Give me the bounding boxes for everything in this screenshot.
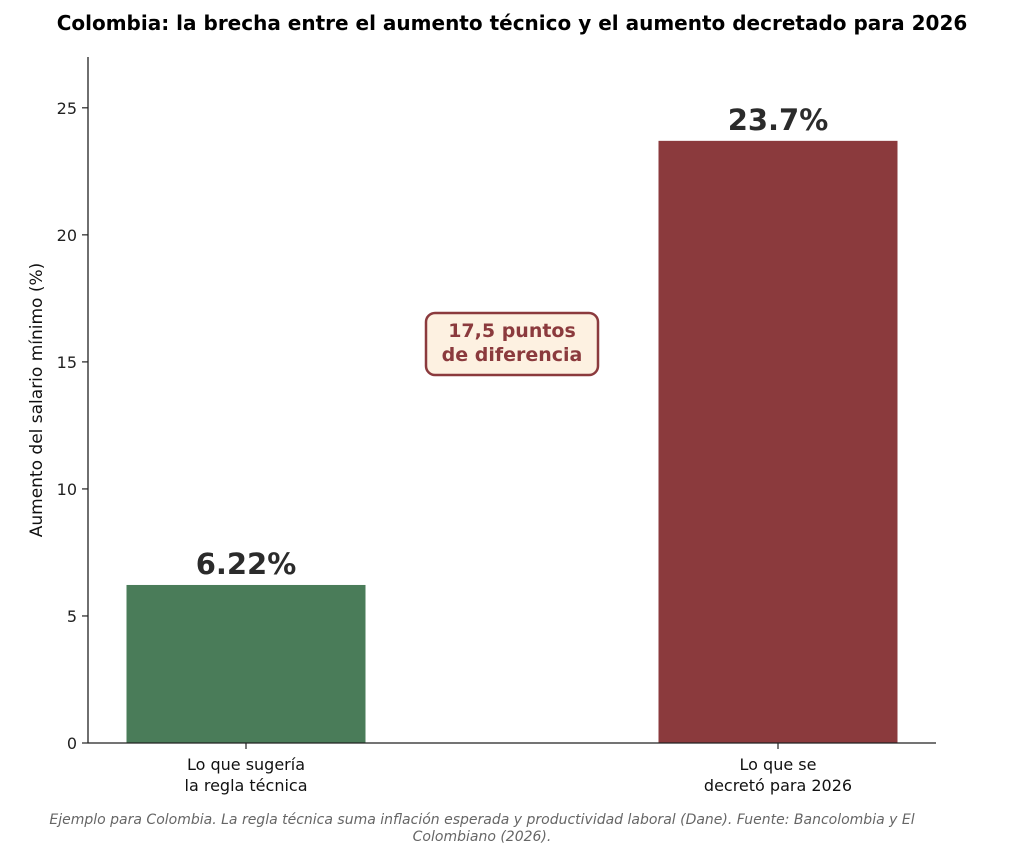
bar-value-label: 23.7% [728, 103, 829, 137]
y-axis-label: Aumento del salario mínimo (%) [27, 263, 47, 538]
y-tick-label: 0 [67, 734, 77, 753]
annotation-box [424, 311, 600, 377]
x-axis-categories: Lo que sugería la regla técnica Lo que se d… [185, 743, 852, 795]
x-category-label: la regla técnica [185, 776, 308, 795]
x-category-label: Lo que se [740, 755, 817, 774]
x-category-label: Lo que sugería [187, 755, 305, 774]
chart-title: Colombia: la brecha entre el aumento téc… [57, 11, 968, 35]
data-labels: 6.22% 23.7% [196, 103, 829, 581]
y-tick-label: 10 [57, 480, 77, 499]
annotation-line-2: de diferencia [442, 344, 583, 366]
x-category-label: decretó para 2026 [704, 776, 852, 795]
y-axis-ticks: 0 5 10 15 20 25 [57, 99, 88, 753]
bar [126, 584, 366, 743]
difference-annotation: 17,5 puntos de diferencia [424, 311, 600, 377]
y-tick-label: 5 [67, 607, 77, 626]
bar-value-label: 6.22% [196, 547, 297, 581]
y-tick-label: 15 [57, 353, 77, 372]
y-tick-label: 20 [57, 226, 77, 245]
bars [126, 140, 898, 743]
y-tick-label: 25 [57, 99, 77, 118]
footnote-line-2: Colombiano (2026). [413, 829, 552, 845]
annotation-line-1: 17,5 puntos [448, 320, 576, 342]
bar [658, 140, 898, 743]
footnote-line-1: Ejemplo para Colombia. La regla técnica … [49, 812, 914, 828]
